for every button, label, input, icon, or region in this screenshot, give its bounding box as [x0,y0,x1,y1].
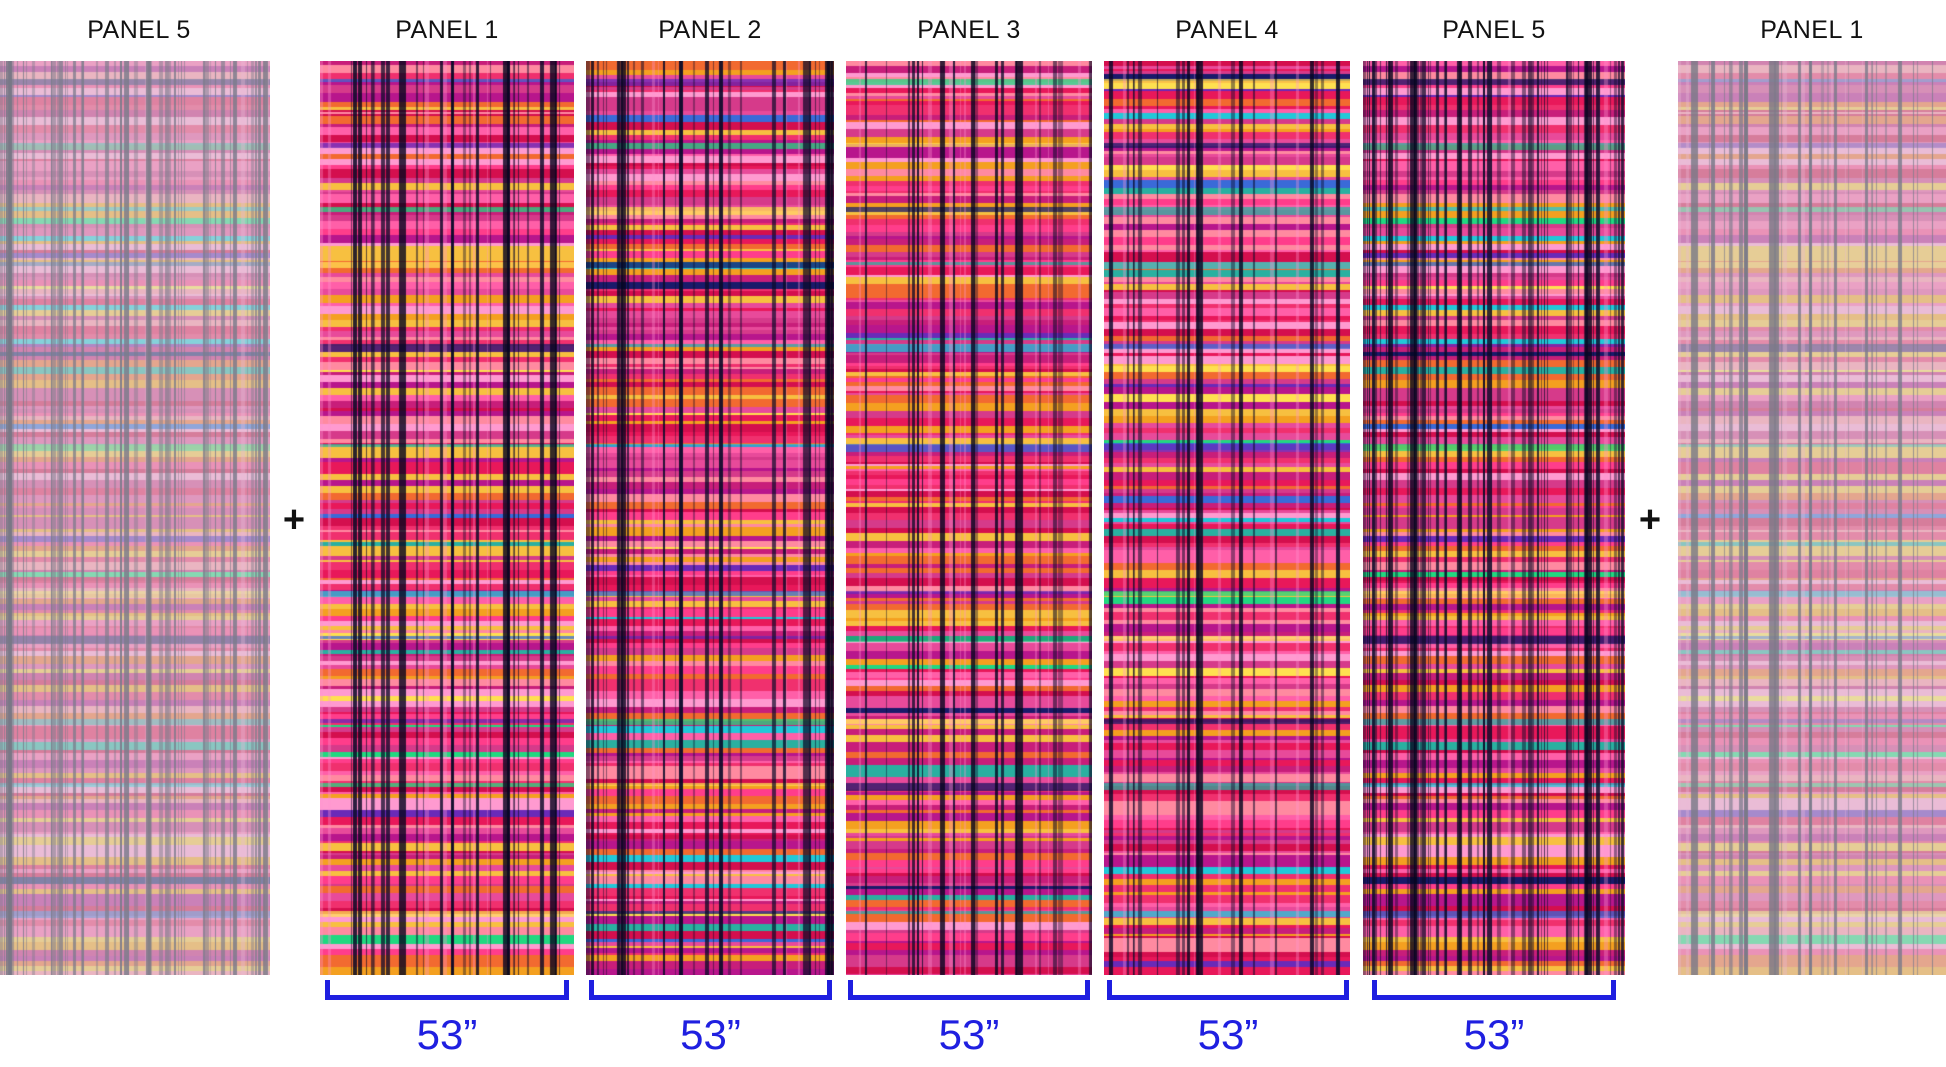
plus-sign-right: + [1638,499,1662,541]
panel-label-5: PANEL 5 [1442,16,1546,44]
panel-label-1: PANEL 1 [395,16,499,44]
panel-3 [846,61,1092,975]
width-label-1: 53” [416,1011,478,1058]
width-bracket-2 [589,980,832,1000]
panel-ghost-right [1678,61,1946,975]
panel-label-ghost-right: PANEL 1 [1760,16,1864,44]
panel-1 [320,61,574,975]
width-label-5: 53” [1463,1011,1525,1058]
panel-ghost-left [0,61,270,975]
panel-label-ghost-left: PANEL 5 [87,16,191,44]
plus-sign-left: + [282,499,306,541]
width-bracket-3 [848,980,1090,1000]
width-bracket-4 [1107,980,1349,1000]
width-bracket-1 [325,980,569,1000]
panel-4 [1104,61,1350,975]
width-label-4: 53” [1197,1011,1259,1058]
width-bracket-5 [1372,980,1616,1000]
panel-5 [1363,61,1625,975]
width-label-3: 53” [938,1011,1000,1058]
panel-label-2: PANEL 2 [658,16,762,44]
panel-label-4: PANEL 4 [1175,16,1279,44]
width-label-2: 53” [680,1011,741,1058]
panel-label-3: PANEL 3 [917,16,1021,44]
panel-2 [586,61,834,975]
